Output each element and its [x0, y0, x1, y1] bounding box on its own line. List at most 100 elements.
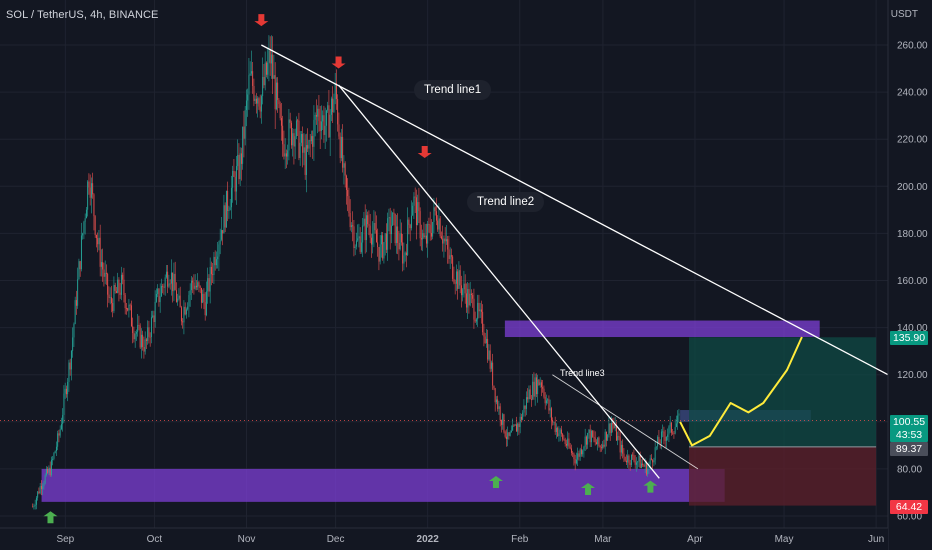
candle-body	[374, 222, 376, 231]
candle-body	[580, 449, 582, 455]
candle-body	[444, 238, 446, 242]
candle-body	[225, 190, 227, 228]
candle-body	[515, 424, 517, 432]
trend-lines[interactable]	[261, 44, 889, 479]
candle-body	[35, 497, 37, 505]
candle-body	[379, 244, 381, 262]
candle-body	[560, 429, 562, 434]
candle-body	[103, 269, 105, 277]
candle-body	[112, 303, 114, 312]
candle-body	[150, 317, 152, 337]
candle-body	[342, 136, 344, 168]
candle-body	[278, 99, 280, 105]
candle-body	[384, 233, 386, 243]
candle-body	[353, 226, 355, 248]
candle-body	[519, 416, 521, 427]
candle-body	[240, 153, 242, 164]
candle-body	[193, 282, 195, 289]
candle-body	[179, 295, 181, 308]
candle-body	[670, 422, 672, 433]
candle-body	[409, 224, 411, 229]
candle-body	[343, 163, 345, 168]
candle-body	[59, 429, 61, 436]
candle-body	[555, 427, 557, 432]
candle-body	[300, 134, 302, 143]
candle-body	[195, 285, 197, 288]
candle-body	[319, 121, 321, 132]
candle-body	[329, 114, 331, 138]
y-tick-label: 140.00	[897, 323, 928, 334]
candle-body	[529, 389, 531, 400]
symbol-title[interactable]: SOL / TetherUS, 4h, BINANCE	[6, 9, 159, 21]
candle-body	[78, 261, 80, 280]
candle-body	[223, 205, 225, 234]
candle-body	[174, 273, 176, 291]
candle-body	[553, 422, 555, 424]
candle-body	[465, 293, 467, 308]
candle-body	[320, 121, 322, 132]
candle-body	[413, 196, 415, 206]
candle-body	[547, 399, 549, 401]
candle-body	[578, 453, 580, 457]
candle-body	[207, 278, 209, 292]
candle-body	[568, 438, 570, 447]
candle-body	[277, 82, 279, 100]
candle-body	[625, 460, 627, 463]
candle-body	[47, 468, 49, 473]
candle-body	[657, 436, 659, 447]
candle-body	[272, 54, 274, 79]
candle-body	[230, 187, 232, 208]
candle-body	[613, 424, 615, 428]
candle-body	[84, 218, 86, 222]
position-tool[interactable]	[0, 337, 888, 506]
candle-body	[537, 379, 539, 395]
candle-body	[450, 255, 452, 257]
candle-body	[494, 388, 496, 403]
time-axis-bg	[0, 528, 888, 550]
candle-body	[304, 147, 306, 175]
candle-body	[403, 255, 405, 264]
candle-body	[674, 427, 676, 434]
candle-body	[238, 154, 240, 180]
candle-body	[389, 217, 391, 235]
candle-body	[518, 423, 520, 427]
candle-body	[232, 170, 234, 188]
trend-line2-label[interactable]: Trend line2	[467, 192, 545, 212]
candle-body	[142, 334, 144, 347]
candle-body	[62, 414, 64, 425]
candle-body	[499, 406, 501, 421]
candle-body	[452, 256, 454, 279]
candle-body	[358, 236, 360, 239]
candle-body	[675, 423, 677, 428]
candle-body	[65, 388, 67, 395]
candle-body	[573, 453, 575, 460]
candle-body	[288, 119, 290, 151]
candle-body	[58, 433, 60, 436]
candle-body	[567, 438, 569, 446]
candle-body	[417, 202, 419, 226]
candle-body	[540, 382, 542, 388]
candle-body	[590, 430, 592, 443]
candle-body	[119, 292, 121, 295]
candle-body	[344, 163, 346, 176]
currency-label: USDT	[890, 9, 918, 20]
candle-body	[157, 288, 159, 294]
candle-body	[503, 414, 505, 432]
candle-body	[67, 381, 69, 395]
candle-body	[677, 415, 679, 424]
candle-body	[303, 147, 305, 153]
candle-body	[218, 244, 220, 257]
candle-body	[475, 319, 477, 322]
candle-body	[333, 99, 335, 113]
candle-body	[92, 183, 94, 195]
candle-body	[299, 142, 301, 158]
candle-body	[668, 426, 670, 435]
trend-line3-label[interactable]: Trend line3	[560, 368, 605, 378]
candle-body	[507, 432, 509, 440]
candle-body	[234, 176, 236, 192]
candle-body	[442, 238, 444, 244]
candle-body	[339, 136, 341, 159]
trend-line1-label[interactable]: Trend line1	[414, 80, 492, 100]
